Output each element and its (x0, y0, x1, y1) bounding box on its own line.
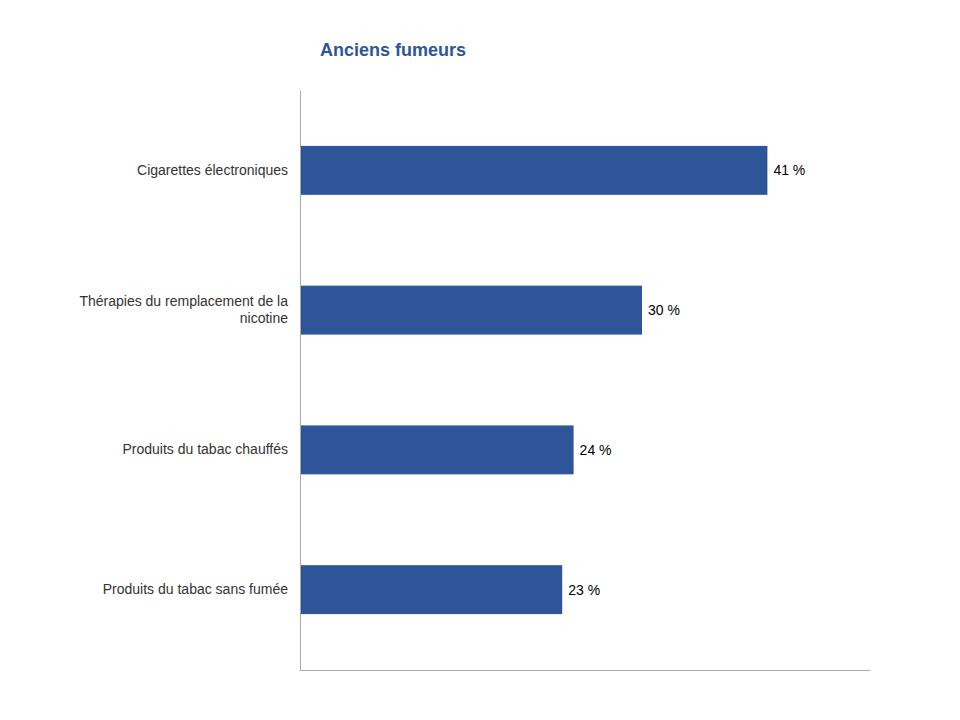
data-labels: 23 % 24 % 30 % 41 % (568, 162, 805, 597)
data-label: 41 % (773, 162, 805, 178)
y-tick-label-line: Produits du tabac chauffés (122, 441, 288, 457)
y-axis: Produits du tabac sans fumée Produits du … (79, 91, 300, 671)
chart-svg: Produits du tabac sans fumée Produits du … (0, 0, 960, 720)
y-tick-label-line: nicotine (240, 310, 288, 326)
y-tick-label-line: Cigarettes électroniques (137, 162, 288, 178)
y-tick-label-line: Thérapies du remplacement de la (79, 293, 288, 309)
y-tick: Produits du tabac chauffés (122, 441, 288, 457)
y-tick-label: Produits du tabac sans fumée (103, 581, 288, 597)
x-axis (301, 670, 871, 671)
chart-container: Produits du tabac sans fumée Produits du … (0, 0, 960, 720)
y-tick: Cigarettes électroniques (137, 162, 288, 178)
y-axis-line (300, 91, 301, 671)
y-tick-label: Produits du tabac chauffés (122, 441, 288, 457)
y-tick: Produits du tabac sans fumée (103, 581, 288, 597)
y-tick: Thérapies du remplacement de lanicotine (79, 293, 288, 326)
y-tick-label-line: Produits du tabac sans fumée (103, 581, 288, 597)
data-label: 24 % (580, 442, 612, 458)
bar (300, 565, 562, 614)
bars (300, 146, 767, 614)
bar (300, 286, 642, 335)
bar (300, 146, 767, 195)
x-axis-line (301, 670, 871, 671)
data-label: 30 % (648, 302, 680, 318)
title: Anciens fumeurs (320, 40, 466, 60)
y-tick-label: Thérapies du remplacement de lanicotine (79, 293, 288, 326)
data-label: 23 % (568, 582, 600, 598)
y-tick-label: Cigarettes électroniques (137, 162, 288, 178)
bar (300, 425, 574, 474)
plot-area: Produits du tabac sans fumée Produits du … (79, 91, 870, 671)
